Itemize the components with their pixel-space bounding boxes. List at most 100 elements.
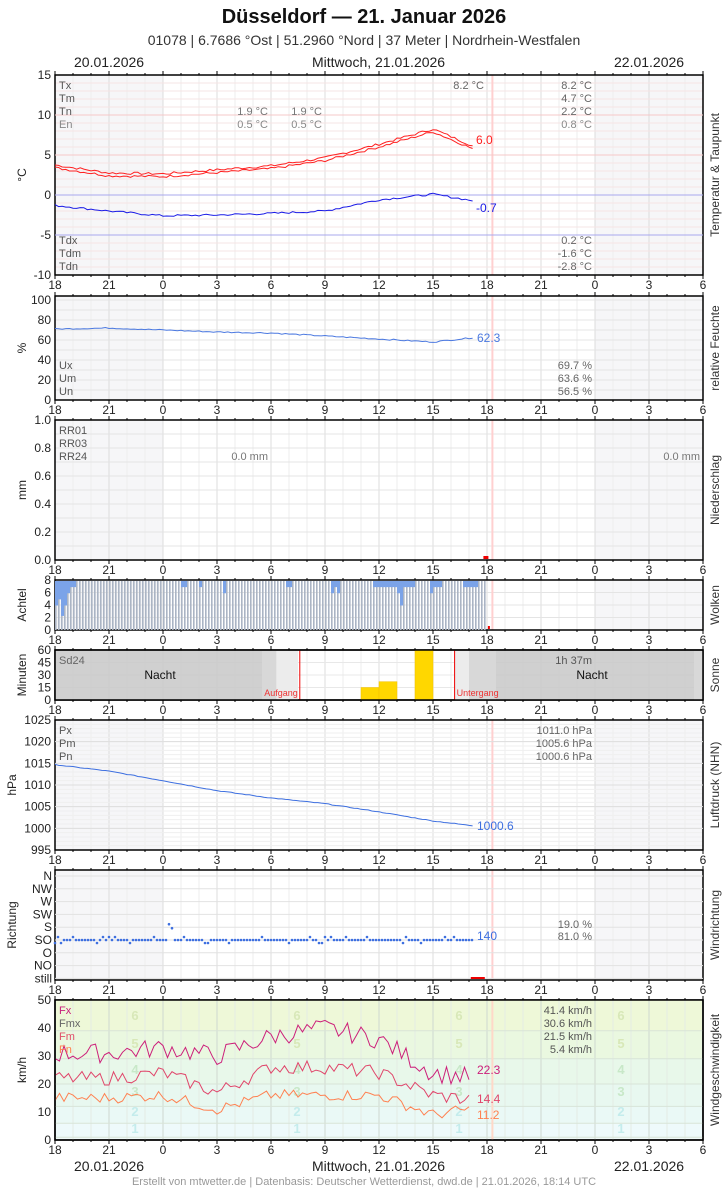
x-tick: 12 (372, 403, 386, 417)
x-tick: 9 (322, 633, 329, 647)
summary-value: 21.5 km/h (544, 1031, 592, 1043)
unit-label: Minuten (15, 654, 29, 697)
panel-title: Sonne (708, 657, 722, 692)
x-tick: 0 (592, 563, 599, 577)
x-tick: 18 (480, 278, 494, 292)
y-tick: 6 (44, 586, 51, 600)
x-tick: 9 (322, 403, 329, 417)
summary-value: 8.2 °C (561, 80, 592, 92)
unit-label: Achtel (15, 588, 29, 621)
x-tick: 21 (102, 703, 116, 717)
x-tick: 6 (700, 278, 707, 292)
humidity-line (54, 326, 473, 343)
daily-ground-min: 0.5 °C (237, 119, 268, 131)
current-min-wind: 11.2 (477, 1108, 500, 1122)
x-tick: 0 (160, 403, 167, 417)
y-tick: 20 (38, 1077, 52, 1091)
y-tick: 0 (44, 693, 51, 707)
y-tick: 0.6 (34, 469, 51, 483)
panel-title: Luftdruck (NHN) (708, 742, 722, 829)
x-tick: 0 (160, 703, 167, 717)
x-tick: 9 (322, 703, 329, 717)
date-center: Mittwoch, 21.01.2026 (312, 54, 446, 70)
x-tick: 15 (426, 703, 440, 717)
legend-label: RR03 (59, 438, 87, 450)
summary-value: 1011.0 hPa (537, 725, 593, 737)
wind-direction-panel: Richtung Windrichtung (5, 866, 722, 984)
summary-value: 81.0 % (558, 931, 592, 943)
beaufort-label: 3 (293, 1084, 300, 1099)
daily-total: 0.0 mm (663, 451, 700, 463)
y-tick: 80 (38, 313, 52, 327)
x-tick: 12 (372, 563, 386, 577)
legend-label: Um (59, 373, 76, 385)
x-tick: 21 (534, 703, 548, 717)
x-tick: 15 (426, 563, 440, 577)
x-tick: 21 (534, 853, 548, 867)
panel-title: Windrichtung (708, 890, 722, 960)
pressure-line (54, 763, 473, 827)
legend-label: Sd24 (59, 655, 85, 667)
x-tick: 21 (534, 633, 548, 647)
y-tick: 0 (44, 623, 51, 637)
sunshine-bar (414, 649, 434, 701)
x-tick: 21 (102, 278, 116, 292)
daily-ground-min: 0.5 °C (291, 119, 322, 131)
x-tick: 3 (646, 563, 653, 577)
beaufort-label: 1 (455, 1121, 462, 1136)
y-tick: 10 (38, 108, 52, 122)
x-tick: 15 (426, 853, 440, 867)
x-tick: 18 (48, 403, 62, 417)
x-tick: 9 (322, 1143, 329, 1157)
summary-value: 1000.6 hPa (536, 751, 593, 763)
sunrise-label: Aufgang (264, 688, 298, 698)
x-tick: 6 (268, 278, 275, 292)
x-tick: 15 (426, 278, 440, 292)
unit-label: Richtung (5, 901, 19, 948)
x-tick: 21 (102, 563, 116, 577)
unit-label: mm (15, 480, 29, 500)
x-tick: 3 (214, 703, 221, 717)
x-tick: 21 (102, 403, 116, 417)
x-tick: 3 (646, 1143, 653, 1157)
x-tick: 0 (592, 403, 599, 417)
credits: Erstellt von mtwetter.de | Datenbasis: D… (131, 1176, 597, 1188)
x-tick: 0 (160, 983, 167, 997)
mean-wind-line (54, 1059, 470, 1105)
x-tick: 6 (700, 983, 707, 997)
x-tick: 3 (646, 703, 653, 717)
x-tick: 21 (534, 403, 548, 417)
x-tick: 12 (372, 278, 386, 292)
x-tick: 21 (102, 1143, 116, 1157)
summary-value: -2.8 °C (558, 261, 592, 273)
summary-value: 0.8 °C (561, 119, 592, 131)
x-tick: 3 (214, 563, 221, 577)
direction-tick: S (44, 920, 52, 934)
beaufort-label: 3 (455, 1084, 462, 1099)
x-tick: 15 (426, 633, 440, 647)
x-tick: 0 (160, 853, 167, 867)
calm-marker (470, 977, 485, 979)
x-tick: 15 (426, 403, 440, 417)
unit-label: °C (15, 168, 29, 182)
night-shading (55, 651, 703, 700)
x-tick: 3 (214, 983, 221, 997)
x-tick: 0 (592, 633, 599, 647)
y-tick: 0.4 (34, 497, 51, 511)
x-tick: 0 (160, 278, 167, 292)
x-tick: 3 (646, 853, 653, 867)
daily-total: 0.0 mm (231, 451, 268, 463)
x-tick: 18 (480, 403, 494, 417)
x-tick: 18 (48, 563, 62, 577)
beaufort-label: 4 (131, 1062, 139, 1077)
y-tick: 30 (38, 668, 52, 682)
y-tick: 1015 (24, 756, 51, 770)
y-tick: 995 (31, 843, 51, 857)
x-tick: 18 (480, 853, 494, 867)
beaufort-label: 1 (131, 1121, 138, 1136)
sunshine-bar (360, 687, 380, 701)
temperature-panel: °C Temperatur & Taupunkt (15, 71, 722, 279)
summary-value: 69.7 % (558, 360, 592, 372)
x-tick: 6 (700, 1143, 707, 1157)
dewpoint-line (54, 192, 473, 217)
